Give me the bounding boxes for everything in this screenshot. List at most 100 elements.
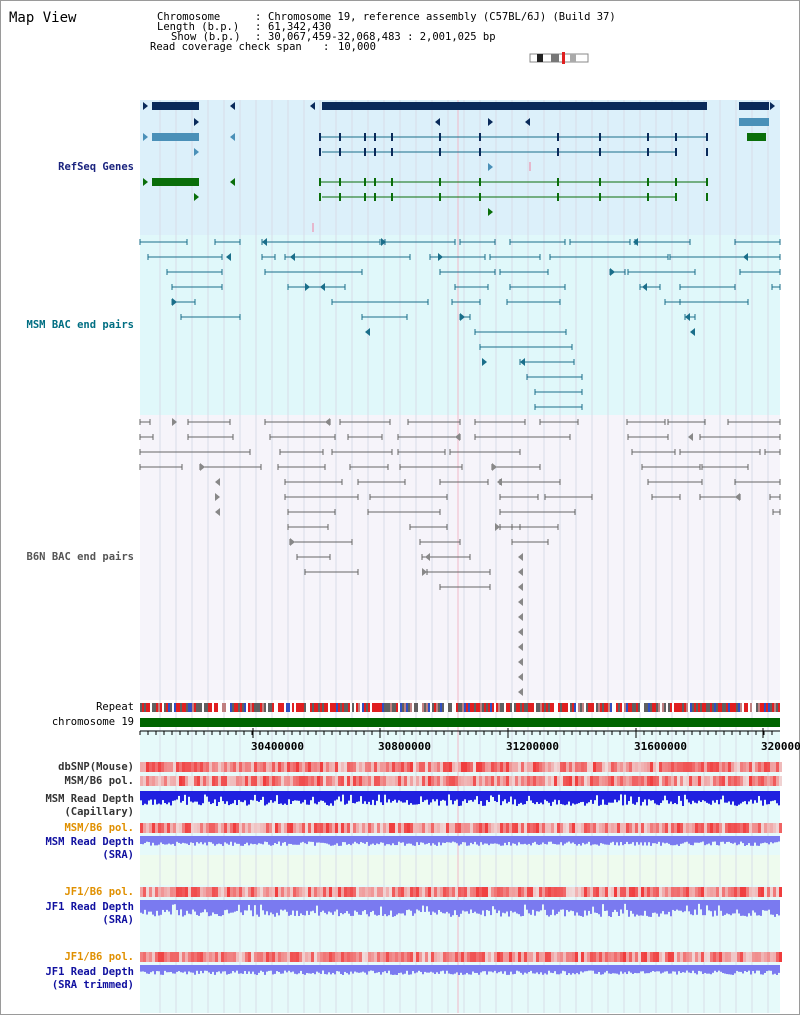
heat-cell bbox=[191, 776, 194, 786]
depth-bar bbox=[232, 900, 234, 913]
heat-cell bbox=[707, 952, 710, 962]
heat-cell bbox=[152, 762, 155, 772]
depth-bar bbox=[386, 836, 388, 845]
heat-cell bbox=[449, 776, 452, 786]
depth-bar bbox=[586, 900, 588, 916]
depth-bar bbox=[364, 836, 366, 844]
repeat-segment bbox=[278, 703, 280, 712]
heat-cell bbox=[275, 776, 278, 786]
heat-cell bbox=[362, 762, 365, 772]
depth-bar bbox=[244, 836, 246, 845]
heat-cell bbox=[488, 887, 491, 897]
depth-bar bbox=[578, 965, 580, 975]
heat-cell bbox=[245, 887, 248, 897]
heat-cell bbox=[596, 823, 599, 833]
depth-bar bbox=[410, 965, 412, 975]
heat-cell bbox=[221, 776, 224, 786]
depth-bar bbox=[772, 836, 774, 844]
track-label-msm-pol-2: MSM/B6 pol. bbox=[64, 822, 134, 834]
strand-arrow-icon bbox=[455, 433, 460, 441]
heat-cell bbox=[317, 776, 320, 786]
depth-bar bbox=[412, 836, 414, 846]
heat-cell bbox=[662, 823, 665, 833]
depth-bar bbox=[702, 836, 704, 842]
depth-bar bbox=[432, 900, 434, 912]
repeat-segment bbox=[172, 703, 174, 712]
depth-bar bbox=[710, 965, 712, 975]
depth-bar bbox=[224, 965, 226, 972]
repeat-segment bbox=[408, 703, 410, 712]
heat-cell bbox=[218, 762, 221, 772]
track-label-b6n-bac[interactable]: B6N BAC end pairs bbox=[26, 551, 134, 563]
depth-bar bbox=[390, 900, 392, 911]
strand-arrow-icon bbox=[325, 418, 330, 426]
heat-cell bbox=[710, 762, 713, 772]
heat-cell bbox=[584, 776, 587, 786]
depth-bar bbox=[294, 900, 296, 916]
depth-bar bbox=[388, 791, 390, 800]
depth-bar bbox=[696, 965, 698, 975]
repeat-segment bbox=[416, 703, 418, 712]
depth-bar bbox=[204, 900, 206, 910]
strand-arrow-icon bbox=[172, 418, 177, 426]
depth-bar bbox=[442, 900, 444, 914]
heat-cell bbox=[731, 823, 734, 833]
heat-cell bbox=[740, 887, 743, 897]
depth-bar bbox=[682, 791, 684, 806]
depth-bar bbox=[732, 836, 734, 844]
depth-bar bbox=[454, 791, 456, 801]
strand-arrow-icon bbox=[488, 163, 493, 171]
depth-bar bbox=[712, 791, 714, 801]
depth-bar bbox=[442, 965, 444, 971]
depth-bar bbox=[292, 836, 294, 845]
heat-cell bbox=[776, 952, 779, 962]
repeat-segment bbox=[422, 703, 424, 712]
depth-bar bbox=[464, 836, 466, 843]
repeat-segment bbox=[510, 703, 512, 712]
heat-cell bbox=[713, 887, 716, 897]
depth-bar bbox=[268, 836, 270, 845]
heat-cell bbox=[575, 776, 578, 786]
depth-bar bbox=[178, 836, 180, 843]
depth-bar bbox=[614, 836, 616, 846]
heat-cell bbox=[473, 887, 476, 897]
depth-bar bbox=[368, 836, 370, 846]
depth-bar bbox=[404, 791, 406, 803]
heat-cell bbox=[731, 776, 734, 786]
depth-bar bbox=[418, 900, 420, 911]
depth-bar bbox=[462, 965, 464, 975]
depth-bar bbox=[730, 900, 732, 916]
depth-bar bbox=[436, 836, 438, 846]
heat-cell bbox=[407, 776, 410, 786]
depth-bar bbox=[170, 791, 172, 806]
depth-bar bbox=[300, 900, 302, 914]
depth-bar bbox=[466, 900, 468, 912]
depth-bar bbox=[540, 791, 542, 803]
heat-cell bbox=[242, 762, 245, 772]
track-label-refseq[interactable]: RefSeq Genes bbox=[58, 161, 134, 173]
depth-bar bbox=[404, 836, 406, 846]
depth-bar bbox=[338, 836, 340, 846]
heat-cell bbox=[227, 762, 230, 772]
heat-cell bbox=[686, 823, 689, 833]
depth-bar bbox=[654, 791, 656, 804]
heat-cell bbox=[635, 952, 638, 962]
repeat-segment bbox=[508, 703, 510, 712]
heat-cell bbox=[716, 952, 719, 962]
depth-bar bbox=[730, 836, 732, 844]
heat-cell bbox=[464, 776, 467, 786]
track-label-msm-depth-sra-sub: (SRA) bbox=[102, 849, 134, 861]
depth-bar bbox=[532, 836, 534, 843]
heat-cell bbox=[767, 887, 770, 897]
depth-bar bbox=[140, 965, 142, 972]
repeat-segment bbox=[158, 703, 160, 712]
heat-cell bbox=[176, 952, 179, 962]
heat-cell bbox=[674, 952, 677, 962]
repeat-segment bbox=[438, 703, 440, 712]
heat-cell bbox=[302, 952, 305, 962]
depth-bar bbox=[490, 836, 492, 844]
depth-bar bbox=[266, 836, 268, 843]
heat-cell bbox=[296, 887, 299, 897]
track-label-msm-bac[interactable]: MSM BAC end pairs bbox=[26, 319, 134, 331]
depth-bar bbox=[646, 900, 648, 916]
